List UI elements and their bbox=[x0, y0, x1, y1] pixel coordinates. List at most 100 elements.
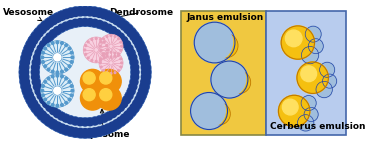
Circle shape bbox=[47, 44, 50, 47]
Circle shape bbox=[124, 24, 133, 34]
Circle shape bbox=[65, 101, 68, 104]
Circle shape bbox=[20, 58, 29, 67]
Circle shape bbox=[57, 11, 67, 20]
Circle shape bbox=[32, 58, 40, 66]
Circle shape bbox=[118, 55, 119, 56]
Circle shape bbox=[51, 104, 54, 106]
Circle shape bbox=[113, 30, 121, 37]
Circle shape bbox=[40, 96, 48, 104]
Circle shape bbox=[103, 53, 104, 55]
Circle shape bbox=[81, 7, 90, 16]
Circle shape bbox=[97, 86, 121, 110]
Circle shape bbox=[85, 7, 94, 16]
Circle shape bbox=[53, 122, 62, 131]
Circle shape bbox=[46, 104, 54, 111]
Circle shape bbox=[101, 41, 102, 43]
Circle shape bbox=[109, 44, 113, 48]
Circle shape bbox=[31, 103, 40, 113]
Circle shape bbox=[103, 70, 104, 71]
Circle shape bbox=[71, 128, 80, 137]
Circle shape bbox=[66, 8, 76, 17]
Circle shape bbox=[53, 27, 61, 34]
Circle shape bbox=[104, 124, 113, 133]
Text: Cerberus emulsion: Cerberus emulsion bbox=[270, 122, 366, 131]
Text: eLiposome: eLiposome bbox=[76, 109, 130, 139]
Circle shape bbox=[95, 38, 97, 40]
Circle shape bbox=[53, 53, 62, 62]
Circle shape bbox=[120, 49, 122, 51]
Circle shape bbox=[116, 117, 125, 126]
Circle shape bbox=[103, 38, 104, 40]
Circle shape bbox=[297, 115, 314, 131]
Circle shape bbox=[20, 72, 29, 82]
Circle shape bbox=[99, 126, 108, 135]
Circle shape bbox=[137, 44, 146, 53]
Circle shape bbox=[50, 30, 57, 37]
Circle shape bbox=[62, 22, 70, 30]
Circle shape bbox=[100, 22, 108, 30]
Circle shape bbox=[110, 35, 112, 37]
Circle shape bbox=[100, 60, 101, 61]
Circle shape bbox=[83, 89, 95, 101]
Circle shape bbox=[301, 46, 319, 64]
Circle shape bbox=[120, 58, 122, 60]
Circle shape bbox=[191, 92, 228, 130]
Circle shape bbox=[65, 44, 68, 47]
Circle shape bbox=[81, 86, 105, 110]
Circle shape bbox=[68, 65, 71, 67]
Circle shape bbox=[109, 110, 117, 118]
Circle shape bbox=[81, 69, 105, 93]
Circle shape bbox=[116, 33, 124, 41]
FancyBboxPatch shape bbox=[181, 11, 266, 135]
Circle shape bbox=[51, 42, 54, 44]
Circle shape bbox=[83, 72, 95, 84]
Circle shape bbox=[139, 49, 148, 58]
Circle shape bbox=[70, 61, 73, 63]
Circle shape bbox=[45, 117, 54, 126]
Circle shape bbox=[22, 49, 32, 58]
Circle shape bbox=[91, 38, 93, 40]
Circle shape bbox=[65, 68, 68, 71]
Circle shape bbox=[113, 107, 121, 115]
Circle shape bbox=[130, 32, 139, 41]
Circle shape bbox=[301, 66, 317, 82]
Circle shape bbox=[56, 74, 59, 77]
Circle shape bbox=[285, 30, 302, 47]
Circle shape bbox=[127, 28, 136, 37]
Circle shape bbox=[34, 107, 43, 116]
Circle shape bbox=[60, 42, 64, 44]
Circle shape bbox=[31, 63, 39, 71]
Circle shape bbox=[114, 55, 116, 57]
Circle shape bbox=[28, 99, 38, 109]
Circle shape bbox=[110, 52, 112, 53]
Circle shape bbox=[106, 55, 108, 57]
Circle shape bbox=[31, 32, 40, 41]
Circle shape bbox=[51, 70, 54, 73]
Circle shape bbox=[95, 127, 104, 136]
Circle shape bbox=[32, 78, 40, 86]
Circle shape bbox=[62, 126, 71, 135]
Circle shape bbox=[70, 94, 73, 97]
Text: Dendrosome: Dendrosome bbox=[109, 8, 173, 19]
Circle shape bbox=[112, 16, 122, 25]
Circle shape bbox=[26, 95, 35, 104]
Circle shape bbox=[133, 36, 142, 45]
Circle shape bbox=[127, 49, 135, 57]
Circle shape bbox=[211, 61, 248, 98]
Circle shape bbox=[42, 51, 45, 54]
Circle shape bbox=[71, 117, 79, 125]
Circle shape bbox=[42, 85, 45, 87]
Circle shape bbox=[100, 72, 112, 84]
Circle shape bbox=[137, 91, 146, 100]
Circle shape bbox=[31, 73, 39, 81]
Circle shape bbox=[85, 128, 94, 138]
Circle shape bbox=[127, 107, 136, 116]
Circle shape bbox=[44, 98, 46, 101]
Circle shape bbox=[94, 48, 99, 52]
Circle shape bbox=[120, 100, 128, 108]
Circle shape bbox=[47, 101, 50, 104]
Circle shape bbox=[86, 18, 94, 26]
Circle shape bbox=[66, 127, 76, 136]
Circle shape bbox=[120, 41, 122, 43]
Circle shape bbox=[83, 37, 109, 63]
